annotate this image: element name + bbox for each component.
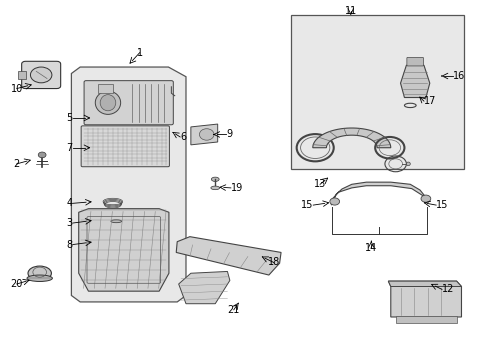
Text: 10: 10: [11, 84, 23, 94]
Ellipse shape: [210, 186, 219, 190]
Text: 12: 12: [441, 284, 453, 294]
Text: 7: 7: [66, 143, 73, 153]
FancyBboxPatch shape: [84, 81, 173, 125]
Polygon shape: [400, 65, 429, 98]
Bar: [98, 84, 113, 93]
Polygon shape: [190, 124, 217, 145]
Polygon shape: [330, 182, 428, 205]
Text: 15: 15: [435, 200, 447, 210]
Bar: [111, 214, 122, 221]
Polygon shape: [71, 67, 185, 302]
Bar: [18, 71, 25, 78]
Polygon shape: [79, 209, 168, 291]
FancyBboxPatch shape: [406, 57, 423, 66]
FancyBboxPatch shape: [81, 126, 169, 167]
Polygon shape: [178, 271, 229, 304]
Ellipse shape: [28, 266, 51, 280]
Text: 3: 3: [66, 218, 73, 228]
Text: 13: 13: [313, 179, 325, 189]
Polygon shape: [312, 128, 390, 148]
Ellipse shape: [111, 213, 122, 216]
Circle shape: [30, 67, 52, 83]
Ellipse shape: [111, 220, 122, 223]
Text: 9: 9: [225, 130, 232, 139]
Ellipse shape: [406, 162, 409, 166]
Ellipse shape: [211, 177, 219, 181]
Text: 15: 15: [300, 200, 313, 210]
Text: 6: 6: [180, 132, 186, 142]
Text: 1: 1: [136, 48, 142, 58]
Circle shape: [38, 152, 46, 158]
Text: 16: 16: [452, 71, 465, 81]
Text: 2: 2: [14, 159, 20, 169]
Ellipse shape: [95, 91, 121, 114]
Text: 19: 19: [230, 183, 243, 193]
Bar: [290, 15, 463, 169]
Ellipse shape: [27, 275, 52, 282]
Circle shape: [329, 198, 339, 205]
Text: 17: 17: [423, 96, 435, 106]
Polygon shape: [387, 281, 461, 287]
Ellipse shape: [100, 95, 116, 111]
Circle shape: [420, 195, 430, 202]
Polygon shape: [387, 281, 461, 317]
Text: 8: 8: [66, 239, 73, 249]
Text: 14: 14: [365, 243, 377, 253]
Polygon shape: [176, 237, 281, 275]
Bar: [395, 316, 456, 323]
Text: 18: 18: [267, 257, 279, 267]
Text: 4: 4: [66, 198, 73, 208]
Text: 5: 5: [66, 113, 73, 123]
Text: 20: 20: [11, 279, 23, 289]
FancyBboxPatch shape: [21, 61, 61, 89]
Text: 11: 11: [344, 6, 356, 16]
Ellipse shape: [199, 129, 214, 140]
Text: 21: 21: [227, 305, 240, 315]
